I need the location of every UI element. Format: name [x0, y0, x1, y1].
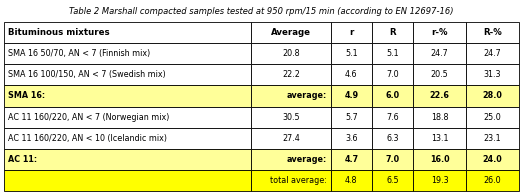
Bar: [466, 107, 519, 128]
Bar: [4, 85, 251, 107]
Bar: [251, 43, 331, 64]
Bar: [4, 170, 251, 191]
Text: average:: average:: [287, 91, 327, 100]
Text: 5.1: 5.1: [386, 49, 399, 58]
Bar: [413, 64, 466, 85]
Text: 22.2: 22.2: [282, 70, 300, 79]
Text: 3.6: 3.6: [345, 134, 358, 143]
Bar: [372, 107, 413, 128]
Text: 5.7: 5.7: [345, 113, 358, 122]
Text: 6.3: 6.3: [386, 134, 399, 143]
Text: 5.1: 5.1: [345, 49, 358, 58]
Text: average:: average:: [287, 155, 327, 164]
Bar: [466, 43, 519, 64]
Bar: [331, 22, 372, 43]
Text: 7.6: 7.6: [386, 113, 399, 122]
Text: 7.0: 7.0: [386, 70, 399, 79]
Text: SMA 16:: SMA 16:: [8, 91, 45, 100]
Text: 13.1: 13.1: [431, 134, 448, 143]
Bar: [4, 128, 251, 149]
Bar: [413, 170, 466, 191]
Text: 24.7: 24.7: [484, 49, 502, 58]
Bar: [372, 170, 413, 191]
Text: 20.8: 20.8: [282, 49, 300, 58]
Bar: [413, 107, 466, 128]
Text: 4.8: 4.8: [345, 176, 358, 185]
Bar: [413, 85, 466, 107]
Bar: [466, 22, 519, 43]
Text: 25.0: 25.0: [484, 113, 502, 122]
Bar: [331, 64, 372, 85]
Text: total average:: total average:: [270, 176, 327, 185]
Text: 4.9: 4.9: [344, 91, 358, 100]
Bar: [251, 170, 331, 191]
Text: SMA 16 100/150, AN < 7 (Swedish mix): SMA 16 100/150, AN < 7 (Swedish mix): [8, 70, 166, 79]
Bar: [372, 128, 413, 149]
Bar: [4, 22, 251, 43]
Bar: [372, 22, 413, 43]
Text: AC 11 160/220, AN < 10 (Icelandic mix): AC 11 160/220, AN < 10 (Icelandic mix): [8, 134, 167, 143]
Bar: [4, 107, 251, 128]
Text: 24.0: 24.0: [483, 155, 503, 164]
Bar: [251, 107, 331, 128]
Bar: [331, 149, 372, 170]
Text: SMA 16 50/70, AN < 7 (Finnish mix): SMA 16 50/70, AN < 7 (Finnish mix): [8, 49, 150, 58]
Bar: [331, 43, 372, 64]
Bar: [466, 128, 519, 149]
Text: Table 2 Marshall compacted samples tested at 950 rpm/15 min (according to EN 126: Table 2 Marshall compacted samples teste…: [69, 7, 454, 16]
Bar: [372, 43, 413, 64]
Bar: [466, 149, 519, 170]
Text: 28.0: 28.0: [483, 91, 503, 100]
Bar: [4, 149, 251, 170]
Text: 19.3: 19.3: [431, 176, 448, 185]
Text: r: r: [349, 28, 354, 37]
Text: 26.0: 26.0: [484, 176, 502, 185]
Text: 27.4: 27.4: [282, 134, 300, 143]
Text: 31.3: 31.3: [484, 70, 501, 79]
Text: 22.6: 22.6: [429, 91, 449, 100]
Text: 4.6: 4.6: [345, 70, 358, 79]
Bar: [466, 170, 519, 191]
Bar: [331, 128, 372, 149]
Text: 6.0: 6.0: [385, 91, 400, 100]
Text: R-%: R-%: [483, 28, 502, 37]
Text: 4.7: 4.7: [344, 155, 358, 164]
Bar: [251, 85, 331, 107]
Text: r-%: r-%: [431, 28, 448, 37]
Bar: [331, 107, 372, 128]
Bar: [4, 64, 251, 85]
Text: Average: Average: [271, 28, 311, 37]
Text: 23.1: 23.1: [484, 134, 502, 143]
Bar: [466, 85, 519, 107]
Bar: [413, 149, 466, 170]
Bar: [413, 43, 466, 64]
Text: 30.5: 30.5: [282, 113, 300, 122]
Text: 20.5: 20.5: [430, 70, 448, 79]
Bar: [372, 85, 413, 107]
Text: Bituminous mixtures: Bituminous mixtures: [8, 28, 110, 37]
Bar: [4, 43, 251, 64]
Bar: [251, 22, 331, 43]
Bar: [251, 64, 331, 85]
Text: 18.8: 18.8: [431, 113, 448, 122]
Text: AC 11 160/220, AN < 7 (Norwegian mix): AC 11 160/220, AN < 7 (Norwegian mix): [8, 113, 169, 122]
Text: 16.0: 16.0: [430, 155, 449, 164]
Text: 7.0: 7.0: [385, 155, 400, 164]
Bar: [251, 149, 331, 170]
Bar: [413, 22, 466, 43]
Bar: [372, 149, 413, 170]
Bar: [331, 170, 372, 191]
Text: 6.5: 6.5: [386, 176, 399, 185]
Bar: [251, 128, 331, 149]
Text: 24.7: 24.7: [430, 49, 448, 58]
Bar: [331, 85, 372, 107]
Bar: [466, 64, 519, 85]
Bar: [413, 128, 466, 149]
Bar: [372, 64, 413, 85]
Text: AC 11:: AC 11:: [8, 155, 37, 164]
Text: R: R: [389, 28, 396, 37]
